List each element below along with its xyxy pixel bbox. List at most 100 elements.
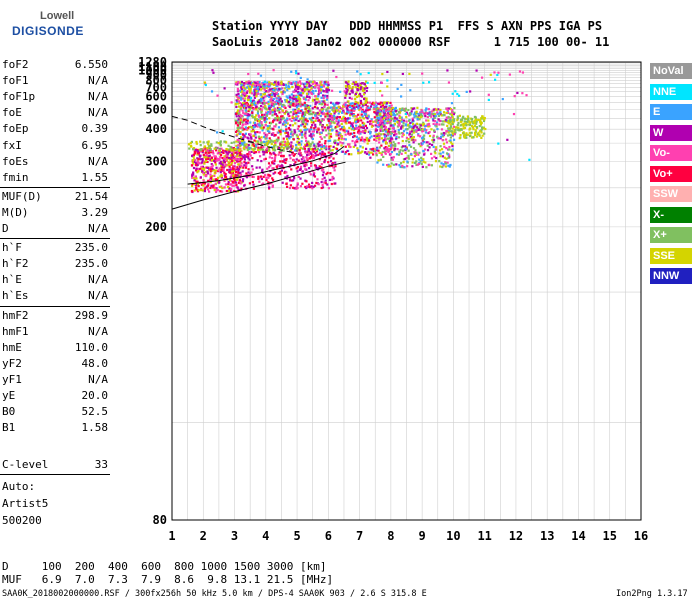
echo-point	[375, 109, 378, 112]
echo-point	[273, 81, 277, 84]
echo-point	[285, 121, 288, 124]
echo-point	[229, 154, 232, 157]
echo-point	[375, 136, 378, 140]
echo-point	[220, 176, 223, 179]
echo-point	[250, 100, 253, 103]
echo-point	[412, 141, 415, 144]
echo-point	[312, 154, 315, 157]
echo-point	[234, 170, 238, 174]
echo-point	[297, 72, 300, 75]
echo-point	[240, 96, 243, 99]
echo-point	[267, 100, 270, 103]
echo-point	[260, 88, 263, 91]
echo-point	[197, 189, 200, 192]
echo-point	[337, 137, 341, 140]
echo-point	[356, 147, 359, 150]
echo-point	[230, 187, 233, 190]
echo-point	[271, 185, 274, 188]
echo-point	[226, 168, 229, 172]
echo-point	[219, 141, 222, 144]
echo-point	[254, 116, 257, 119]
echo-point	[215, 147, 218, 150]
echo-point	[270, 97, 273, 100]
echo-point	[356, 89, 359, 92]
echo-point	[320, 96, 323, 99]
echo-point	[380, 117, 383, 120]
echo-point	[375, 149, 379, 152]
echo-point	[249, 96, 252, 100]
echo-point	[386, 85, 389, 88]
echo-point	[216, 152, 219, 155]
echo-point	[297, 86, 300, 89]
echo-point	[462, 127, 465, 130]
echo-point	[296, 140, 299, 144]
echo-point	[254, 106, 257, 110]
echo-point	[382, 139, 385, 142]
echo-point	[311, 99, 314, 102]
echo-point	[404, 151, 407, 154]
echo-point	[238, 126, 241, 129]
echo-point	[277, 102, 280, 105]
echo-point	[247, 171, 250, 174]
echo-point	[394, 109, 398, 113]
echo-point	[413, 155, 417, 158]
echo-point	[274, 125, 277, 128]
echo-point	[400, 146, 403, 149]
echo-point	[393, 147, 397, 150]
echo-point	[303, 164, 306, 167]
echo-point	[280, 141, 283, 144]
echo-point	[260, 111, 263, 114]
x-tick-label: 10	[446, 529, 460, 543]
echo-point	[407, 137, 410, 141]
echo-point	[219, 171, 222, 174]
param-row: hmF2 298.9	[2, 308, 108, 324]
echo-point	[356, 119, 359, 123]
echo-point	[280, 169, 284, 172]
echo-point	[399, 162, 403, 165]
echo-point	[421, 124, 425, 127]
echo-point	[303, 111, 307, 114]
echo-point	[325, 145, 328, 148]
echo-point	[209, 181, 212, 184]
echo-point	[188, 147, 191, 150]
echo-point	[295, 158, 298, 161]
echo-point	[309, 155, 313, 159]
echo-point	[446, 130, 449, 133]
echo-point	[357, 130, 360, 133]
echo-point	[248, 147, 251, 150]
echo-point	[303, 125, 307, 128]
echo-point	[267, 181, 270, 184]
echo-point	[402, 124, 405, 127]
echo-point	[369, 122, 372, 126]
echo-point	[382, 129, 385, 132]
echo-point	[425, 141, 428, 144]
echo-point	[394, 143, 397, 146]
echo-point	[348, 86, 351, 90]
echo-point	[291, 124, 295, 127]
echo-point	[331, 163, 334, 166]
echo-point	[322, 100, 325, 103]
echo-point	[358, 92, 362, 96]
echo-point	[205, 153, 208, 156]
echo-point	[363, 83, 366, 86]
echo-point	[305, 104, 308, 107]
echo-point	[355, 95, 359, 99]
echo-point	[313, 105, 316, 109]
echo-point	[400, 120, 403, 123]
echo-point	[466, 120, 469, 123]
echo-point	[273, 94, 276, 98]
echo-point	[288, 94, 291, 97]
echo-point	[389, 148, 392, 151]
echo-point	[445, 107, 448, 110]
echo-point	[330, 114, 333, 118]
echo-point	[272, 128, 275, 131]
echo-point	[296, 83, 299, 86]
echo-point	[317, 88, 320, 91]
echo-point	[194, 169, 198, 172]
echo-point	[352, 104, 356, 108]
echo-point	[434, 148, 437, 151]
echo-point	[286, 174, 289, 178]
echo-point	[390, 156, 393, 159]
echo-point	[358, 108, 361, 111]
echo-point	[444, 161, 447, 164]
